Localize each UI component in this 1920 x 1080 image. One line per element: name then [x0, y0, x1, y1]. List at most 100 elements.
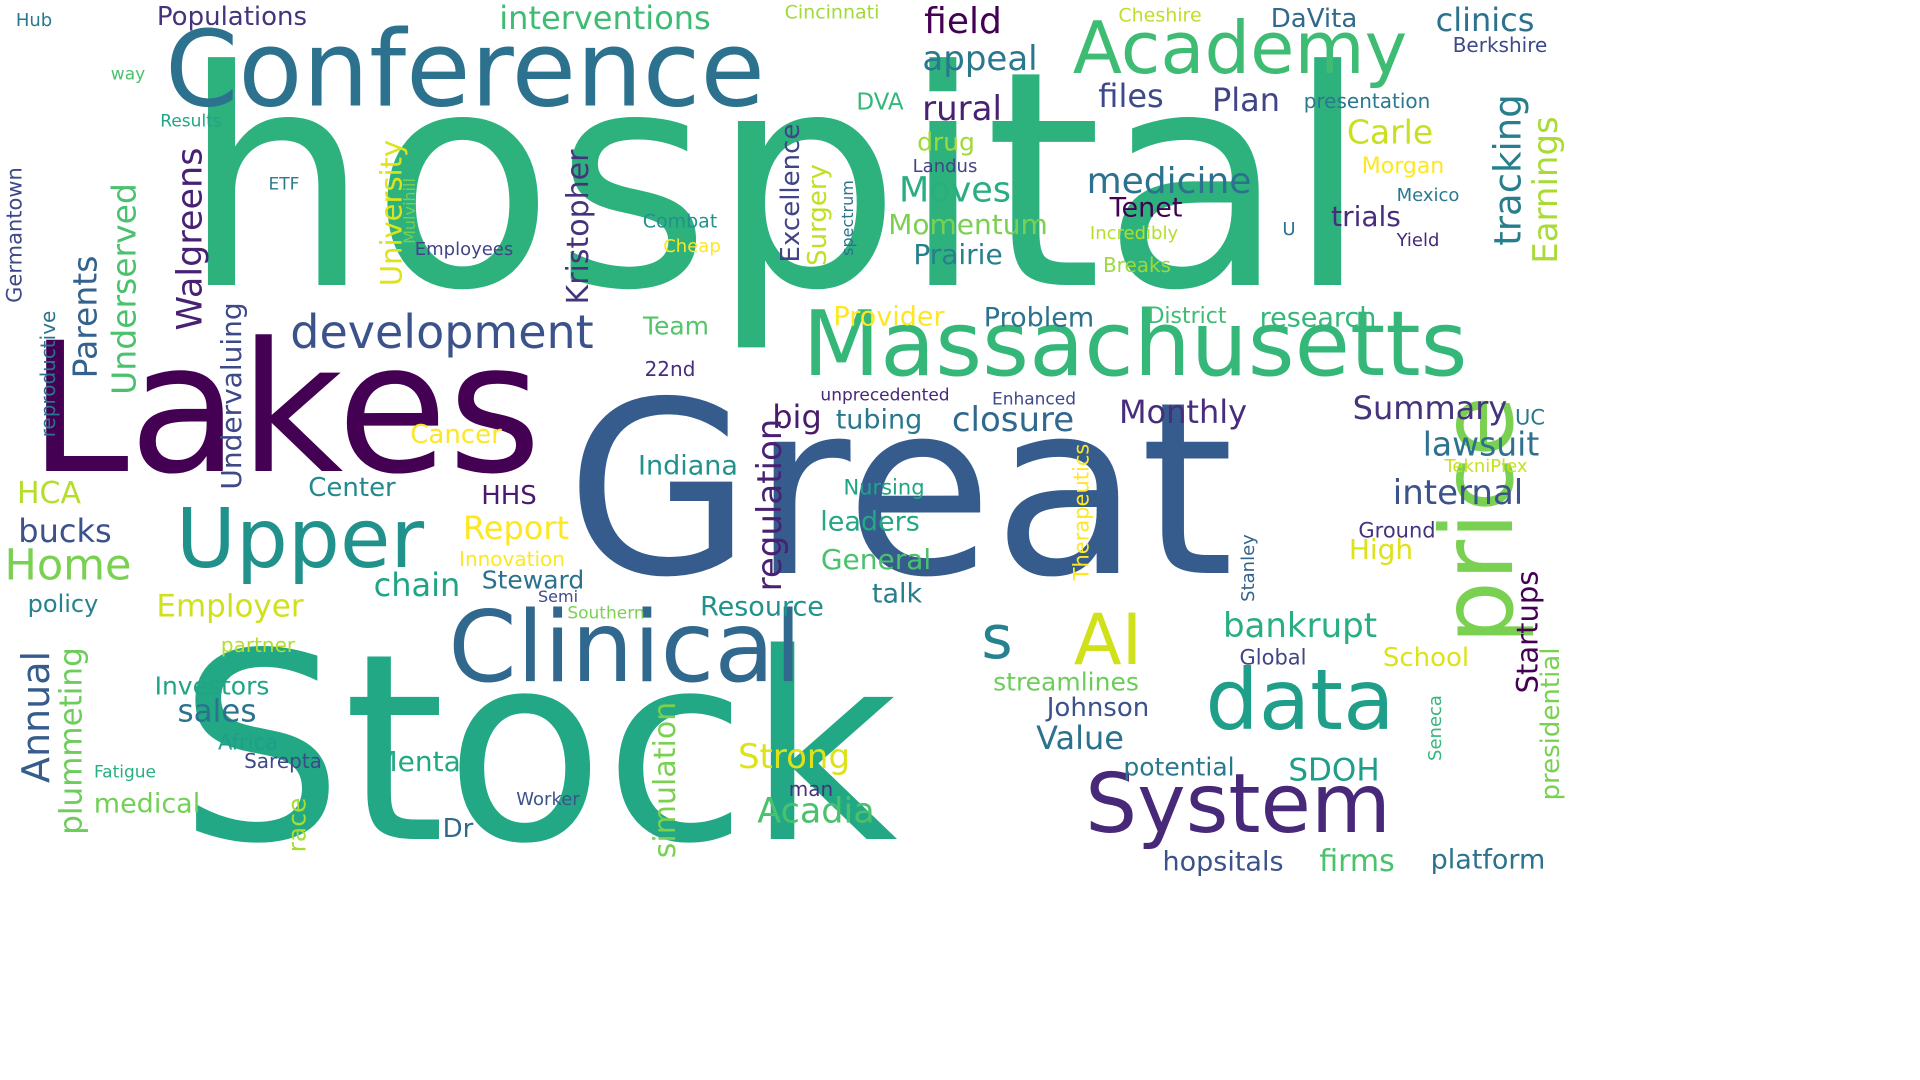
word-trials: trials — [1331, 200, 1401, 233]
word-cheshire: Cheshire — [1118, 4, 1202, 27]
word-potential: potential — [1123, 752, 1235, 782]
word-value: Value — [1036, 719, 1124, 757]
word-southern: Southern — [567, 603, 645, 624]
word-breaks: Breaks — [1102, 253, 1172, 277]
word-center: Center — [308, 473, 396, 503]
word-investors: Investors — [154, 671, 270, 701]
word-resource: Resource — [700, 591, 824, 623]
word-regulation: regulation — [750, 418, 790, 592]
word-walgreens: Walgreens — [170, 147, 211, 331]
word-race: race — [282, 797, 312, 853]
word-incredibly: Incredibly — [1089, 223, 1179, 244]
word-research: research — [1259, 302, 1377, 334]
word-appeal: appeal — [922, 39, 1038, 79]
word-hca: HCA — [16, 476, 82, 511]
word-spectrum: spectrum — [838, 180, 857, 256]
word-upper: Upper — [175, 492, 425, 587]
word-presentation: presentation — [1303, 89, 1431, 113]
word-stanley: Stanley — [1238, 534, 1259, 602]
word-earnings: Earnings — [1526, 116, 1566, 264]
word-dva: DVA — [856, 89, 904, 116]
word-seneca: Seneca — [1425, 695, 1446, 761]
word-sdoh: SDOH — [1288, 752, 1380, 789]
word-team: Team — [642, 311, 710, 341]
word-chain: chain — [373, 566, 461, 604]
word-johnson: Johnson — [1046, 693, 1150, 723]
word-plan: Plan — [1211, 81, 1281, 119]
word-great: Great — [565, 350, 1235, 630]
word-conference: Conference — [164, 8, 766, 131]
word-summary: Summary — [1352, 389, 1508, 427]
word-germantown: Germantown — [2, 167, 27, 303]
word-sales: sales — [177, 693, 257, 730]
word-leaders: leaders — [820, 506, 920, 538]
word-partner: partner — [220, 633, 296, 657]
word-problem: Problem — [983, 302, 1095, 334]
word-ground: Ground — [1358, 518, 1436, 543]
word-yield: Yield — [1396, 230, 1440, 251]
word-way: way — [110, 64, 146, 85]
word-berkshire: Berkshire — [1452, 33, 1548, 57]
word-clinics: clinics — [1435, 1, 1535, 39]
word-bucks: bucks — [18, 512, 112, 550]
word-parents: Parents — [65, 255, 105, 379]
word-medicine: medicine — [1086, 161, 1252, 202]
word-hopsitals: hopsitals — [1162, 846, 1284, 878]
word-sarepta: Sarepta — [244, 749, 322, 773]
word-therapeutics: Therapeutics — [1069, 443, 1094, 581]
word-morgan: Morgan — [1361, 154, 1445, 179]
word-lawsuit: lawsuit — [1422, 424, 1540, 464]
word-home: Home — [4, 540, 132, 591]
word-uc: UC — [1514, 405, 1546, 430]
word-acadia: Acadia — [757, 791, 875, 832]
word-moves: Moves — [898, 170, 1012, 211]
word-ai: AI — [1073, 599, 1143, 681]
word-presidential: presidential — [1536, 647, 1566, 801]
word-system: System — [1085, 757, 1391, 852]
word-strong: Strong — [737, 737, 851, 777]
word-university: University — [374, 139, 409, 287]
word-man: man — [788, 777, 834, 801]
word-excellence: Excellence — [776, 123, 806, 263]
word-indiana: Indiana — [638, 450, 738, 482]
word-mexico: Mexico — [1396, 185, 1460, 206]
word-closure: closure — [951, 400, 1075, 440]
word-unprecedented: unprecedented — [820, 385, 950, 406]
word-cincinnati: Cincinnati — [784, 1, 880, 24]
word-u: U — [1282, 219, 1296, 240]
word-high: High — [1348, 533, 1414, 566]
word-worker: Worker — [516, 789, 580, 810]
word-development: development — [290, 305, 594, 359]
word-lakes: Lakes — [28, 305, 542, 514]
word-policy: policy — [27, 590, 99, 618]
word-hhs: HHS — [481, 481, 537, 511]
word-monthly: Monthly — [1118, 393, 1248, 431]
word-momentum: Momentum — [888, 208, 1048, 241]
word-mental: Mental — [373, 745, 469, 778]
word-davita: DaVita — [1270, 4, 1358, 34]
word-clinical: Clinical — [448, 591, 802, 705]
word-kristopher: Kristopher — [561, 149, 596, 305]
word-landus: Landus — [912, 156, 978, 177]
word-combat: Combat — [642, 210, 718, 233]
word-stock: Stock — [178, 599, 898, 882]
word-rural: rural — [922, 89, 1002, 129]
word-simulation: simulation — [648, 701, 683, 859]
word-prairie: Prairie — [913, 238, 1003, 271]
word-hub: Hub — [15, 10, 53, 31]
word-22nd: 22nd — [644, 357, 696, 381]
word-cancer: Cancer — [410, 420, 502, 450]
word-global: Global — [1239, 645, 1307, 670]
word-tubing: tubing — [835, 404, 923, 436]
word-plummeting: plummeting — [53, 647, 90, 835]
word-field: field — [924, 1, 1002, 42]
word-tracking: tracking — [1486, 94, 1530, 246]
word-hospital: hospital — [180, 7, 1370, 356]
word-employer: Employer — [156, 588, 304, 625]
word-reproductive: reproductive — [36, 310, 60, 438]
word-platform: platform — [1430, 844, 1546, 876]
word-massachusetts: Massachusetts — [802, 292, 1468, 397]
word-steward: Steward — [481, 565, 585, 595]
word-populations: Populations — [156, 2, 308, 32]
word-report: Report — [462, 509, 570, 547]
